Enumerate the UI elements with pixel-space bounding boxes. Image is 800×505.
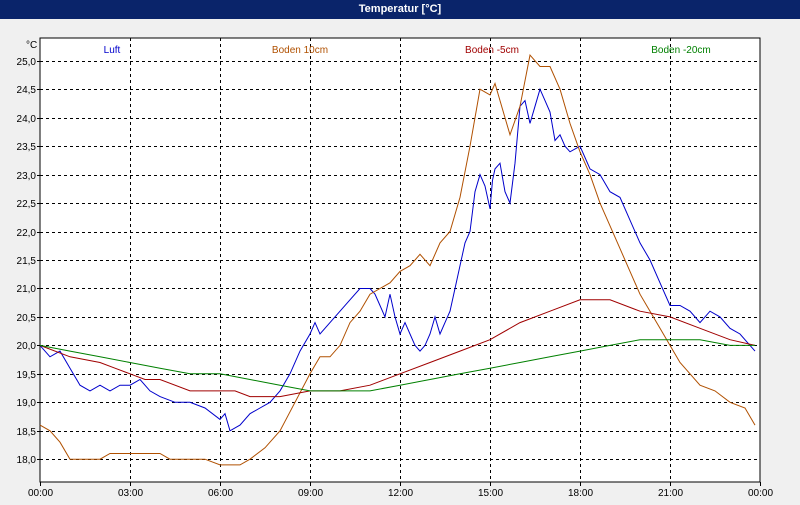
x-tick-time-label: 06:00: [208, 488, 233, 499]
y-tick-label: 23,5: [17, 142, 37, 153]
series-line-1: [39, 54, 756, 466]
legend-entry-2: Boden -5cm: [465, 45, 519, 56]
x-tick-time-label: 09:00: [298, 488, 323, 499]
legend-entry-3: Boden -20cm: [651, 45, 710, 56]
chart-area: °C 18,0 18,5 19,0 19,5 20,0 20,5 21,0 21,5 22,0 22…: [0, 19, 800, 505]
y-tick-label: 21,0: [17, 284, 37, 295]
x-tick-time-label: 15:00: [478, 488, 503, 499]
y-tick-label: 24,5: [17, 85, 37, 96]
y-tick-label: 20,0: [17, 341, 37, 352]
legend-entry-1: Boden 10cm: [272, 45, 328, 56]
series-line-3: [39, 339, 755, 392]
y-tick-label: 19,5: [17, 370, 37, 381]
y-tick-label: 18,0: [17, 455, 37, 466]
x-tick-time-label: 18:00: [568, 488, 593, 499]
x-tick-time-label: 00:00: [28, 488, 53, 499]
x-tick-time-label: 00:00: [748, 488, 773, 499]
series-line-2: [39, 299, 756, 398]
series-lines: [39, 54, 756, 466]
y-tick-label: 22,0: [17, 228, 37, 239]
series-line-0: [39, 87, 756, 432]
window-title: Temperatur [°C]: [358, 3, 442, 15]
y-tick-label: 25,0: [17, 57, 37, 68]
window-title-bar: Temperatur [°C]: [0, 0, 800, 19]
legend: Luft Boden 10cm Boden -5cm Boden -20cm: [104, 45, 711, 56]
y-tick-label: 19,0: [17, 398, 37, 409]
y-tick-label: 21,5: [17, 256, 37, 267]
y-axis-unit: °C: [26, 40, 37, 51]
x-tick-time-label: 21:00: [658, 488, 683, 499]
x-tick-time-label: 12:00: [388, 488, 413, 499]
y-tick-label: 18,5: [17, 427, 37, 438]
legend-entry-0: Luft: [104, 45, 121, 56]
y-tick-label: 20,5: [17, 313, 37, 324]
y-tick-label: 24,0: [17, 114, 37, 125]
grid: [40, 38, 760, 482]
y-tick-label: 22,5: [17, 199, 37, 210]
y-tick-label: 23,0: [17, 171, 37, 182]
temperature-chart: °C 18,0 18,5 19,0 19,5 20,0 20,5 21,0 21,5 22,0 22…: [0, 19, 800, 505]
x-tick-time-label: 03:00: [118, 488, 143, 499]
